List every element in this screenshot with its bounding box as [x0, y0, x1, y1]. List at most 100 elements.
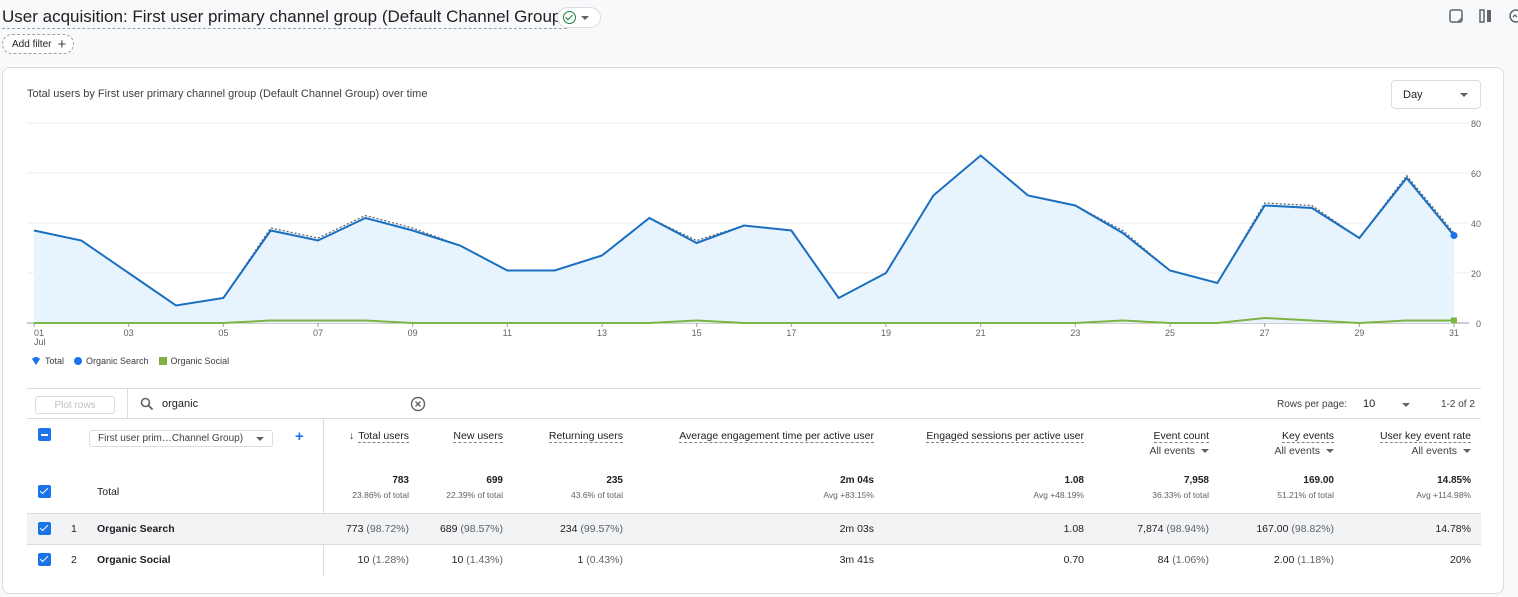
- table-row[interactable]: 2 Organic Social 10 (1.28%) 10 (1.43%) 1 (…: [27, 544, 1481, 575]
- x-tick-label: 19: [881, 328, 891, 338]
- row-checkbox[interactable]: [38, 553, 51, 566]
- y-tick-label: 0: [1476, 319, 1481, 329]
- total-new-users: 699 22.39% of total: [446, 475, 503, 500]
- y-tick-label: 60: [1471, 169, 1481, 179]
- dimension-select[interactable]: First user prim…Channel Group): [89, 430, 273, 447]
- cell-user-key-event-rate: 20%: [1450, 554, 1471, 566]
- total-pin-icon: [32, 357, 40, 365]
- cell-key-events: 167.00 (98.82%): [1256, 523, 1334, 535]
- event-filter-label: All events: [1149, 445, 1195, 457]
- plot-rows-button[interactable]: Plot rows: [35, 396, 115, 414]
- compare-icon[interactable]: [1478, 8, 1494, 24]
- search-icon: [140, 397, 154, 411]
- row-checkbox[interactable]: [38, 522, 51, 535]
- legend-item-organic-search[interactable]: Organic Search: [74, 356, 149, 366]
- total-subtext: Avg +114.98%: [1416, 490, 1471, 500]
- total-subtext: 43.6% of total: [571, 490, 623, 500]
- cell-returning-users: 1 (0.43%): [577, 554, 623, 566]
- chart-legend: Total Organic Search Organic Social: [31, 356, 229, 366]
- data-table: Plot rows Rows per page: 10 1-2 of 2 Fir…: [27, 388, 1481, 576]
- caret-down-icon: [1326, 449, 1334, 453]
- report-status-dropdown[interactable]: [557, 7, 601, 28]
- column-header-returning-users[interactable]: Returning users: [548, 430, 623, 443]
- total-value: 14.85%: [1437, 475, 1471, 486]
- event-filter-select[interactable]: All events: [1149, 445, 1209, 457]
- x-tick-label: 11: [503, 328, 512, 338]
- cell-value: 84: [1157, 554, 1170, 566]
- column-header-user-key-event-rate[interactable]: User key event rate All events: [1379, 430, 1471, 457]
- edit-report-icon[interactable]: [1448, 8, 1464, 24]
- cell-percent: (98.82%): [1291, 523, 1334, 535]
- x-tick-label: 07: [313, 328, 323, 338]
- total-key-events: 169.00 51.21% of total: [1277, 475, 1334, 500]
- total-subtext: 36.33% of total: [1152, 490, 1209, 500]
- series-line-organic-search: [33, 154, 1455, 307]
- add-dimension-button[interactable]: +: [295, 428, 304, 445]
- cell-value: 20%: [1449, 554, 1471, 566]
- top-bar: User acquisition: First user primary cha…: [0, 0, 1518, 34]
- caret-down-icon[interactable]: [1402, 403, 1410, 407]
- cell-value: 167.00: [1256, 523, 1289, 535]
- series-end-point-organic-search: [1450, 232, 1458, 239]
- cell-value: 2m 03s: [839, 523, 874, 535]
- cell-percent: (1.43%): [466, 554, 503, 566]
- x-tick-label: 15: [692, 328, 702, 338]
- cell-value: 3m 41s: [839, 554, 874, 566]
- column-divider: [323, 419, 324, 576]
- total-engaged-sessions: 1.08 Avg +48.19%: [1033, 475, 1084, 500]
- cell-percent: (99.57%): [580, 523, 623, 535]
- table-row[interactable]: 1 Organic Search 773 (98.72%) 689 (98.57%…: [27, 513, 1481, 544]
- square-icon: [158, 357, 167, 365]
- total-subtext: 22.39% of total: [446, 490, 503, 500]
- search-input[interactable]: [162, 398, 382, 410]
- x-tick-label: 21: [976, 328, 986, 338]
- caret-down-icon: [581, 15, 589, 20]
- event-filter-select[interactable]: All events: [1274, 445, 1334, 457]
- row-dimension-value: Organic Social: [97, 554, 171, 566]
- cell-value: 10: [451, 554, 464, 566]
- column-header-new-users[interactable]: New users: [453, 430, 503, 443]
- cell-percent: (98.72%): [366, 523, 409, 535]
- series-end-point-organic-social: [1451, 317, 1457, 324]
- event-filter-select[interactable]: All events: [1380, 445, 1471, 457]
- table-toolbar: Plot rows Rows per page: 10 1-2 of 2: [27, 388, 1481, 419]
- totals-label: Total: [97, 486, 120, 498]
- insights-icon[interactable]: [1508, 8, 1518, 24]
- circle-icon: [74, 357, 83, 365]
- total-value: 235: [606, 475, 623, 486]
- rows-per-page-select[interactable]: 10: [1363, 398, 1376, 410]
- column-header-key-events[interactable]: Key events All events: [1274, 430, 1334, 457]
- total-subtext: Avg +83.15%: [823, 490, 874, 500]
- total-value: 7,958: [1183, 475, 1209, 486]
- cell-value: 234: [559, 523, 578, 535]
- cell-avg-engagement-time: 2m 03s: [840, 523, 874, 535]
- legend-label-organic-search: Organic Search: [86, 356, 149, 366]
- event-filter-label: All events: [1274, 445, 1320, 457]
- cell-engaged-sessions: 1.08: [1064, 523, 1084, 535]
- column-header-avg-engagement-time[interactable]: Average engagement time per active user: [679, 430, 874, 443]
- row-dimension-value: Organic Search: [97, 523, 175, 535]
- total-event-count: 7,958 36.33% of total: [1152, 475, 1209, 500]
- clear-search-icon[interactable]: [410, 396, 426, 412]
- cell-total-users: 773 (98.72%): [346, 523, 409, 535]
- column-header-engaged-sessions[interactable]: Engaged sessions per active user: [926, 430, 1084, 443]
- add-filter-button[interactable]: Add filter +: [2, 34, 74, 54]
- granularity-select[interactable]: Day: [1391, 80, 1481, 109]
- report-title[interactable]: User acquisition: First user primary cha…: [2, 7, 568, 29]
- legend-label-total: Total: [45, 356, 65, 366]
- column-header-total-users[interactable]: ↓ Total users: [349, 430, 409, 443]
- x-tick-label: 27: [1260, 328, 1270, 338]
- column-header-event-count[interactable]: Event count All events: [1149, 430, 1209, 457]
- legend-item-total[interactable]: Total: [31, 356, 64, 366]
- x-tick-label: 03: [124, 328, 134, 338]
- total-subtext: 51.21% of total: [1277, 490, 1334, 500]
- cell-returning-users: 234 (99.57%): [560, 523, 623, 535]
- select-all-checkbox[interactable]: [38, 428, 51, 441]
- totals-checkbox[interactable]: [38, 485, 51, 498]
- legend-item-organic-social[interactable]: Organic Social: [158, 356, 229, 366]
- x-tick-label: 31: [1449, 328, 1459, 338]
- x-tick-label: 29: [1354, 328, 1364, 338]
- cell-value: 2.00: [1273, 554, 1295, 566]
- column-label: Key events: [1282, 430, 1334, 443]
- row-index: 1: [71, 523, 77, 535]
